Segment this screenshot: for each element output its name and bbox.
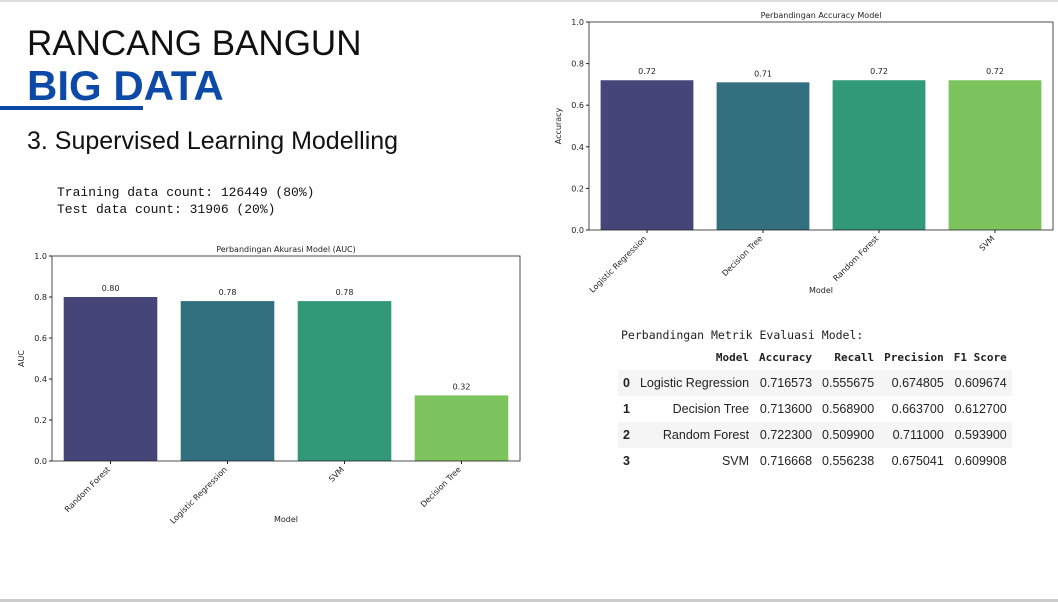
bar <box>414 395 509 461</box>
table-cell: Logistic Regression <box>634 370 755 396</box>
column-header: Recall <box>834 350 875 364</box>
table-caption: Perbandingan Metrik Evaluasi Model: <box>621 328 864 342</box>
value-label: 0.72 <box>638 67 656 76</box>
x-tick-label: Decision Tree <box>419 465 463 509</box>
x-tick-label: SVM <box>978 234 997 253</box>
y-axis-label: AUC <box>17 350 26 367</box>
bar <box>716 82 810 230</box>
y-tick-label: 0.6 <box>34 334 47 343</box>
bar <box>180 301 275 461</box>
header-row: Model Accuracy Recall Precision F1 Score <box>618 344 1012 370</box>
table-cell: 0.711000 <box>879 422 949 448</box>
x-axis-label: Model <box>809 286 833 295</box>
table-cell: Random Forest <box>634 422 755 448</box>
index-header <box>618 344 635 370</box>
y-tick-label: 0.0 <box>34 457 47 466</box>
title: RANCANG BANGUN <box>27 24 362 63</box>
chart-title: Perbandingan Akurasi Model (AUC) <box>216 245 356 254</box>
table-cell: SVM <box>721 454 750 468</box>
x-tick-label: Decision Tree <box>720 234 764 278</box>
value-label: 0.72 <box>870 67 888 76</box>
y-tick-label: 0.6 <box>571 101 584 110</box>
x-tick-label: Random Forest <box>831 234 880 283</box>
table-row: 1 Decision Tree 0.713600 0.568900 0.663700 0.… <box>618 396 1012 422</box>
metrics-table: Model Accuracy Recall Precision F1 Score 0 Log… <box>618 344 1012 474</box>
y-tick-label: 1.0 <box>571 18 584 27</box>
column-header: Model <box>715 350 750 364</box>
y-tick-label: 1.0 <box>34 252 47 261</box>
axes-frame <box>51 255 521 462</box>
x-tick-label: Logistic Regression <box>168 465 229 526</box>
value-label: 0.78 <box>219 288 237 297</box>
bar <box>600 80 694 231</box>
table-cell: 0.716668 <box>759 454 813 468</box>
table-row: 2 Random Forest 0.722300 0.509900 0.711000 0.… <box>618 422 1012 448</box>
row-index: 0 <box>618 370 635 396</box>
bar <box>297 301 392 461</box>
section-heading: 3. Supervised Learning Modelling <box>27 127 399 155</box>
value-label: 0.72 <box>986 67 1004 76</box>
code-line: Test data count: 31906 (20%) <box>57 202 276 217</box>
table-cell: 0.593900 <box>948 422 1012 448</box>
bar <box>63 297 158 461</box>
column-header: F1 Score <box>953 350 1007 364</box>
table-cell: 0.609674 <box>948 370 1012 396</box>
table-cell: 0.716573 <box>754 370 818 396</box>
table-cell: 0.713600 <box>759 402 813 416</box>
bar <box>832 80 926 231</box>
table-cell: 0.612700 <box>954 402 1007 416</box>
x-tick-label: SVM <box>327 465 346 484</box>
y-tick-label: 0.2 <box>34 416 47 425</box>
bar <box>948 80 1042 231</box>
value-label: 0.71 <box>754 69 772 78</box>
y-tick-label: 0.8 <box>571 60 584 69</box>
table-cell: Decision Tree <box>672 402 750 416</box>
table-cell: 0.556238 <box>822 454 875 468</box>
column-header: Accuracy <box>759 350 813 364</box>
x-tick-label: Logistic Regression <box>588 234 649 295</box>
row-index: 1 <box>623 402 630 416</box>
row-index: 3 <box>623 454 630 468</box>
chart-title: Perbandingan Accuracy Model <box>761 11 882 20</box>
row-index: 2 <box>618 422 635 448</box>
y-tick-label: 0.0 <box>571 226 584 235</box>
table-row: 0 Logistic Regression 0.716573 0.555675 0.67… <box>618 370 1012 396</box>
axes-frame <box>588 21 1054 231</box>
table-cell: 0.663700 <box>891 402 944 416</box>
column-header: Precision <box>884 350 944 364</box>
value-label: 0.80 <box>102 284 120 293</box>
y-tick-label: 0.4 <box>571 143 584 152</box>
y-axis-label: Accuracy <box>554 107 563 144</box>
table-row: 3 SVM 0.716668 0.556238 0.675041 0.609908 <box>618 448 1012 474</box>
table-cell: 0.609908 <box>954 454 1007 468</box>
table-cell: 0.675041 <box>891 454 944 468</box>
table-cell: 0.674805 <box>879 370 949 396</box>
value-label: 0.78 <box>336 288 354 297</box>
x-tick-label: Random Forest <box>63 465 112 514</box>
table-cell: 0.568900 <box>822 402 875 416</box>
value-label: 0.32 <box>453 382 471 391</box>
x-axis-label: Model <box>274 515 298 524</box>
y-tick-label: 0.8 <box>34 293 47 302</box>
accent-bar <box>0 106 143 110</box>
table-cell: 0.509900 <box>817 422 880 448</box>
y-tick-label: 0.2 <box>571 184 584 193</box>
table-cell: 0.555675 <box>817 370 880 396</box>
code-line: Training data count: 126449 (80%) <box>57 185 315 200</box>
subtitle: BIG DATA <box>27 62 224 109</box>
table-cell: 0.722300 <box>754 422 818 448</box>
y-tick-label: 0.4 <box>34 375 47 384</box>
